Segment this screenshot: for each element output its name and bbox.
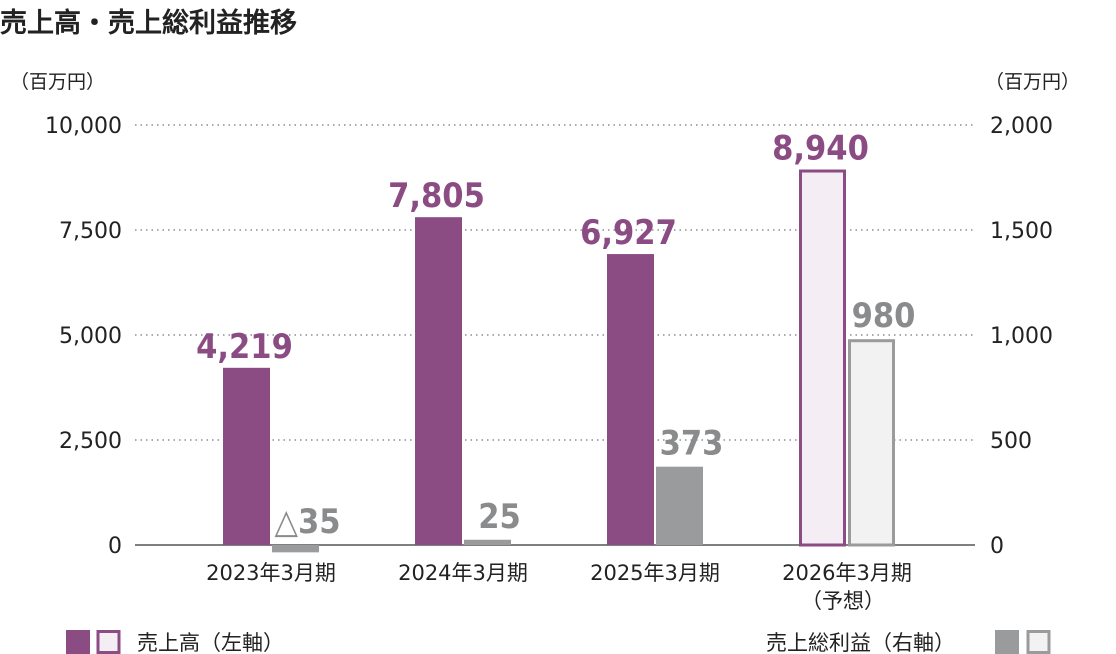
bar-profit — [464, 539, 511, 545]
legend-label-sales: 売上高（左軸） — [137, 631, 284, 654]
right-tick-label: 500 — [990, 429, 1032, 454]
right-tick-label: 1,000 — [990, 324, 1053, 349]
bar-profit — [272, 545, 319, 553]
category-label: 2023年3月期 — [206, 561, 336, 585]
data-label-sales: 7,805 — [388, 176, 485, 216]
legend-swatch-profit — [995, 630, 1019, 654]
legend-swatch-sales — [66, 630, 90, 654]
chart-title: 売上高・売上総利益推移 — [0, 7, 297, 39]
category-label: 2026年3月期 — [782, 561, 912, 585]
data-label-sales: 8,940 — [772, 129, 869, 169]
legend: 売上高（左軸） 売上総利益（右軸） — [66, 630, 1051, 654]
right-axis-unit: （百万円） — [985, 71, 1080, 93]
bar-profit — [656, 466, 703, 545]
left-tick-label: 5,000 — [59, 324, 122, 349]
bar-profit-forecast — [848, 339, 895, 547]
left-tick-label: 0 — [108, 534, 122, 559]
right-tick-label: 1,500 — [990, 219, 1053, 244]
left-tick-label: 10,000 — [45, 114, 122, 139]
bar-sales — [607, 254, 654, 546]
category-label: 2024年3月期 — [398, 561, 528, 585]
category-label: 2025年3月期 — [590, 561, 720, 585]
bar-sales — [223, 367, 270, 545]
data-label-profit: 373 — [660, 424, 724, 464]
bar-sales — [415, 217, 462, 545]
data-label-profit: △35 — [274, 502, 340, 542]
data-label-sales: 6,927 — [580, 213, 677, 253]
left-tick-label: 7,500 — [59, 219, 122, 244]
right-tick-label: 0 — [990, 534, 1004, 559]
legend-swatch-profit-forecast — [1026, 630, 1051, 654]
legend-label-profit: 売上総利益（右軸） — [766, 631, 955, 654]
data-label-profit: 25 — [478, 497, 521, 537]
legend-swatch-sales-forecast — [96, 630, 121, 654]
bar-sales-forecast — [799, 169, 846, 547]
data-label-profit: 980 — [852, 296, 916, 336]
left-tick-label: 2,500 — [59, 429, 122, 454]
data-label-sales: 4,219 — [196, 327, 293, 367]
left-axis-unit: （百万円） — [10, 71, 105, 93]
category-note: （予想） — [801, 589, 885, 613]
right-tick-label: 2,000 — [990, 114, 1053, 139]
